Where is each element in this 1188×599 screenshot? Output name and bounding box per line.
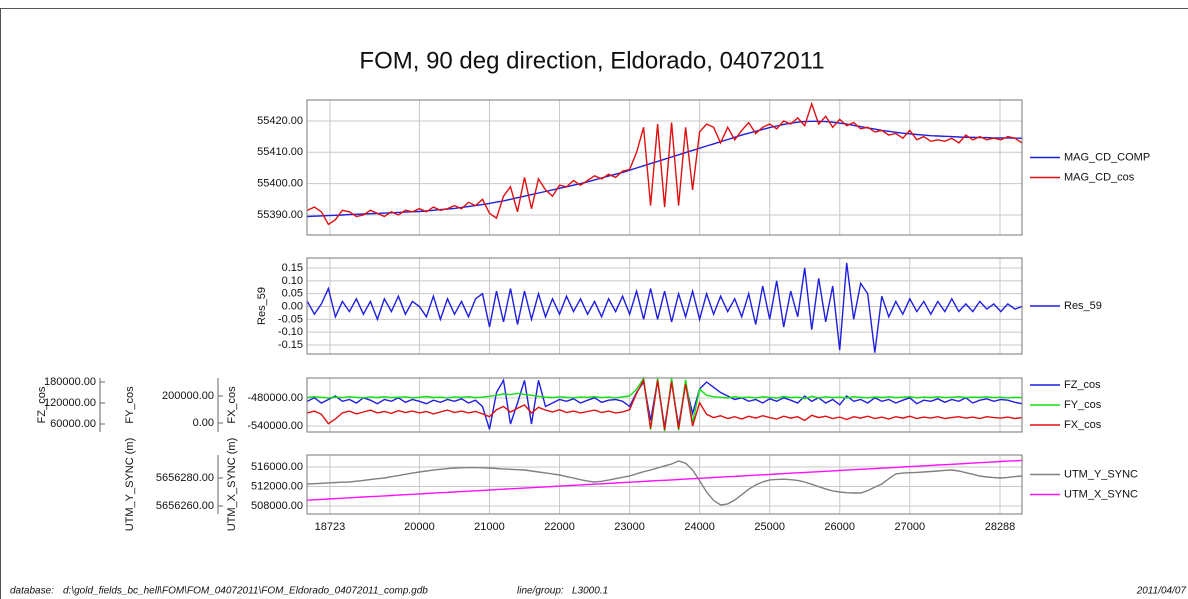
y-tick-label: -0.15: [278, 339, 303, 351]
y-axis-title: UTM_X_SYNC (m): [226, 438, 238, 532]
y-tick-label: 60000.00: [50, 418, 96, 430]
x-tick-label: 26000: [824, 521, 855, 533]
legend-label: FX_cos: [1064, 419, 1102, 431]
y-tick-label: 55390.00: [257, 209, 303, 221]
legend-label: FY_cos: [1064, 399, 1102, 411]
series-line: [307, 376, 1022, 432]
footer-database: d:\gold_fields_bc_hell\FOM\FOM_04072011\…: [63, 586, 428, 597]
y-tick-label: -540000.00: [247, 420, 303, 432]
y-tick-label: 55400.00: [257, 178, 303, 190]
x-tick-label: 24000: [684, 521, 715, 533]
plot-frame: [306, 377, 1023, 433]
y-tick-label: 0.00: [193, 417, 214, 429]
plot-frame: [306, 257, 1023, 355]
series-line: [307, 459, 1022, 501]
series-line: [307, 120, 1022, 218]
y-tick-label: 0.15: [282, 262, 303, 274]
footer-database-label: database:: [10, 586, 54, 597]
x-tick-label: 27000: [894, 521, 925, 533]
y-tick-label: 516000.00: [251, 461, 303, 473]
y-tick-label: -0.05: [278, 313, 303, 325]
legend-label: Res_59: [1064, 300, 1102, 312]
y-tick-label: -0.10: [278, 326, 303, 338]
footer-date: 2011/04/07: [1136, 586, 1187, 597]
x-tick-label: 21000: [474, 521, 505, 533]
y-axis-title: FY_cos: [124, 386, 136, 424]
y-tick-label: 55410.00: [257, 146, 303, 158]
plot-area: [307, 258, 1022, 354]
legend-label: UTM_Y_SYNC: [1064, 468, 1138, 480]
legend-label: FZ_cos: [1064, 379, 1101, 391]
y-tick-label: 180000.00: [44, 376, 96, 388]
legend-label: MAG_CD_cos: [1064, 171, 1135, 183]
y-axis-title: UTM_Y_SYNC (m): [124, 438, 136, 532]
y-tick-label: 0.05: [282, 288, 303, 300]
series-line: [307, 378, 1022, 430]
y-tick-label: 512000.00: [251, 480, 303, 492]
y-tick-label: 5656260.00: [156, 500, 214, 512]
plot-frame: [306, 454, 1023, 515]
x-tick-label: 20000: [404, 521, 435, 533]
y-tick-label: -480000.00: [247, 392, 303, 404]
legend-label: UTM_X_SYNC: [1064, 488, 1138, 500]
y-axis-title: FX_cos: [226, 386, 238, 424]
plot-frame: [306, 99, 1023, 236]
x-tick-label: 18723: [315, 521, 346, 533]
series-line: [306, 262, 1023, 353]
y-axis-title: FZ_cos: [36, 386, 48, 423]
y-tick-label: 200000.00: [162, 390, 214, 402]
y-axis-title: Res_59: [256, 287, 268, 325]
footer-line: L3000.1: [572, 586, 608, 597]
series-line: [307, 460, 1022, 506]
x-tick-label: 22000: [544, 521, 575, 533]
y-tick-label: 120000.00: [44, 397, 96, 409]
y-tick-label: 5656280.00: [156, 472, 214, 484]
y-tick-label: 508000.00: [251, 500, 303, 512]
y-tick-label: 0.00: [282, 300, 303, 312]
x-tick-label: 28288: [985, 521, 1016, 533]
x-tick-label: 23000: [614, 521, 645, 533]
plot-area: [307, 455, 1022, 514]
plot-area: [307, 100, 1022, 235]
legend-label: MAG_CD_COMP: [1064, 151, 1150, 163]
chart-title: FOM, 90 deg direction, Eldorado, 0407201…: [359, 47, 824, 74]
x-tick-label: 25000: [754, 521, 785, 533]
footer-line-label: line/group:: [517, 586, 564, 597]
y-tick-label: 55420.00: [257, 115, 303, 127]
series-line: [307, 101, 1023, 226]
y-tick-label: 0.10: [282, 275, 303, 287]
